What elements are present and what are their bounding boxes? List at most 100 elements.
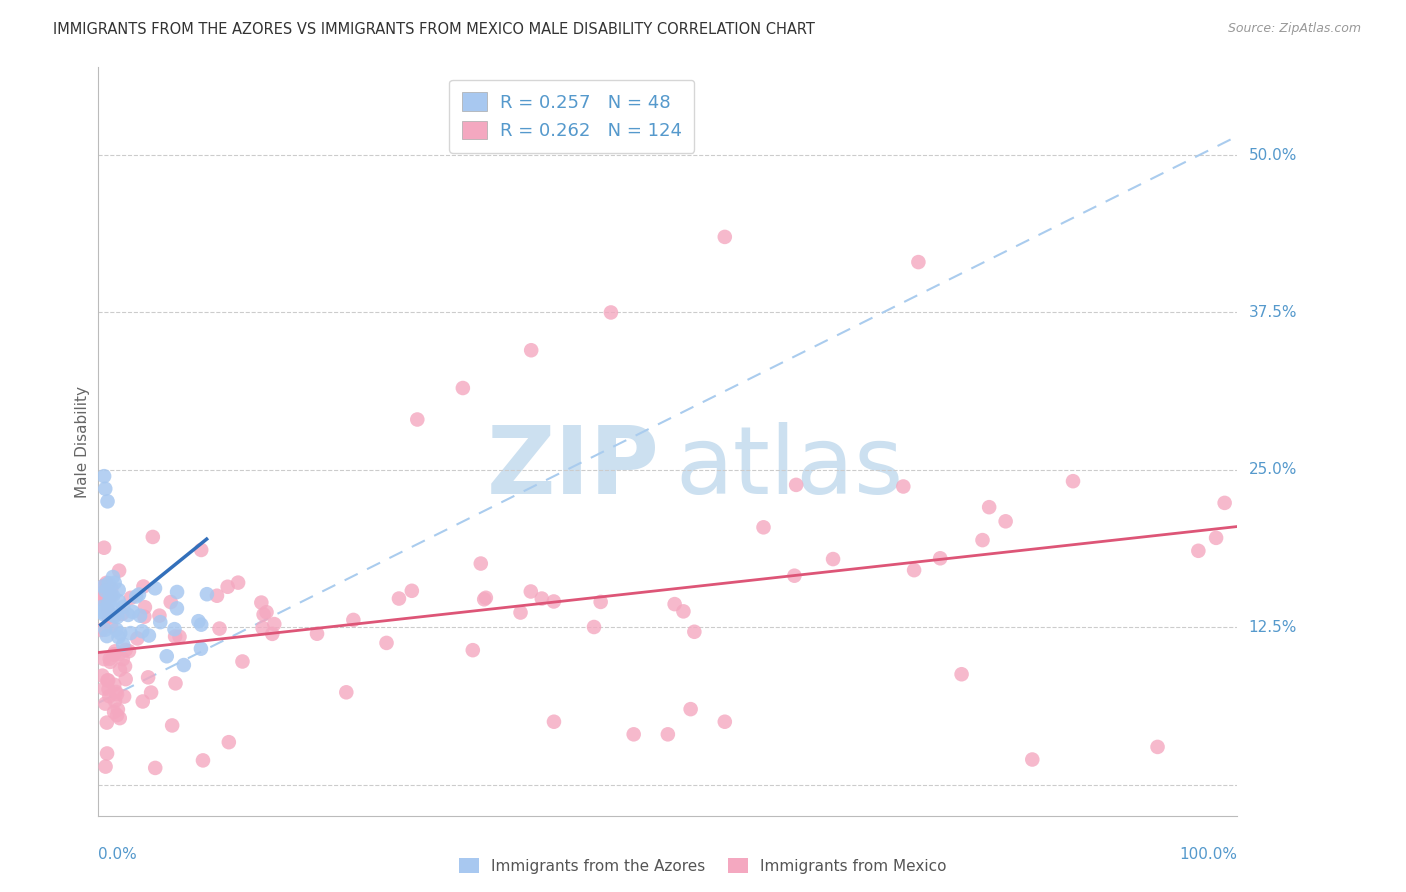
- Point: [589, 595, 612, 609]
- Point: [994, 514, 1017, 528]
- Point: [263, 617, 285, 632]
- Point: [112, 638, 135, 652]
- Point: [97, 576, 120, 591]
- Point: [231, 655, 253, 669]
- Point: [131, 624, 153, 639]
- Point: [1146, 739, 1168, 754]
- Point: [475, 591, 498, 605]
- Point: [97, 594, 120, 608]
- Point: [134, 609, 156, 624]
- Point: [93, 579, 115, 593]
- Point: [335, 685, 357, 699]
- Point: [149, 615, 172, 629]
- Point: [101, 570, 124, 584]
- Point: [100, 582, 122, 596]
- Point: [129, 608, 152, 623]
- Text: 37.5%: 37.5%: [1249, 305, 1296, 320]
- Point: [104, 644, 127, 658]
- Point: [107, 609, 129, 624]
- Point: [134, 600, 156, 615]
- Point: [1062, 474, 1084, 488]
- Point: [108, 647, 131, 661]
- Point: [107, 594, 129, 608]
- Point: [97, 609, 120, 624]
- Text: 0.0%: 0.0%: [98, 847, 138, 862]
- Point: [520, 343, 543, 358]
- Point: [105, 623, 128, 637]
- Point: [105, 685, 128, 699]
- Point: [93, 591, 115, 605]
- Point: [96, 747, 118, 761]
- Point: [543, 714, 565, 729]
- Point: [98, 651, 121, 665]
- Point: [103, 705, 125, 719]
- Point: [165, 676, 187, 690]
- Point: [90, 623, 112, 637]
- Text: IMMIGRANTS FROM THE AZORES VS IMMIGRANTS FROM MEXICO MALE DISABILITY CORRELATION: IMMIGRANTS FROM THE AZORES VS IMMIGRANTS…: [53, 22, 815, 37]
- Point: [217, 580, 239, 594]
- Point: [108, 626, 131, 640]
- Point: [262, 627, 284, 641]
- Point: [752, 520, 775, 534]
- Point: [166, 601, 188, 615]
- Point: [375, 636, 398, 650]
- Point: [96, 575, 118, 590]
- Point: [907, 255, 929, 269]
- Legend: R = 0.257   N = 48, R = 0.262   N = 124: R = 0.257 N = 48, R = 0.262 N = 124: [449, 79, 695, 153]
- Point: [103, 609, 125, 624]
- Point: [94, 583, 117, 598]
- Point: [252, 607, 274, 622]
- Point: [190, 543, 212, 558]
- Point: [112, 690, 135, 704]
- Point: [1187, 543, 1209, 558]
- Point: [1205, 531, 1227, 545]
- Point: [972, 533, 994, 547]
- Point: [121, 605, 143, 619]
- Text: 12.5%: 12.5%: [1249, 620, 1296, 635]
- Point: [93, 652, 115, 666]
- Point: [472, 592, 495, 607]
- Point: [100, 619, 122, 633]
- Text: atlas: atlas: [676, 422, 904, 514]
- Point: [903, 563, 925, 577]
- Point: [543, 594, 565, 608]
- Point: [101, 607, 124, 622]
- Text: ZIP: ZIP: [486, 422, 659, 514]
- Point: [600, 305, 623, 319]
- Y-axis label: Male Disability: Male Disability: [75, 385, 90, 498]
- Point: [195, 587, 218, 601]
- Point: [305, 626, 328, 640]
- Point: [1213, 496, 1236, 510]
- Point: [103, 647, 125, 661]
- Point: [97, 673, 120, 688]
- Point: [91, 605, 114, 619]
- Point: [226, 575, 249, 590]
- Point: [108, 711, 131, 725]
- Point: [169, 630, 191, 644]
- Point: [107, 702, 129, 716]
- Point: [125, 590, 148, 604]
- Point: [191, 753, 214, 767]
- Point: [163, 622, 186, 636]
- Point: [160, 718, 183, 732]
- Point: [90, 600, 112, 615]
- Point: [111, 607, 134, 621]
- Point: [252, 621, 274, 635]
- Point: [165, 630, 187, 644]
- Point: [93, 541, 115, 555]
- Point: [117, 607, 139, 622]
- Point: [96, 494, 118, 508]
- Point: [136, 670, 159, 684]
- Point: [250, 596, 273, 610]
- Point: [138, 628, 160, 642]
- Point: [509, 606, 531, 620]
- Point: [166, 585, 188, 599]
- Point: [93, 607, 115, 622]
- Point: [98, 589, 121, 603]
- Point: [218, 735, 240, 749]
- Text: 100.0%: 100.0%: [1180, 847, 1237, 862]
- Point: [950, 667, 973, 681]
- Point: [388, 591, 411, 606]
- Point: [143, 582, 166, 596]
- Point: [401, 583, 423, 598]
